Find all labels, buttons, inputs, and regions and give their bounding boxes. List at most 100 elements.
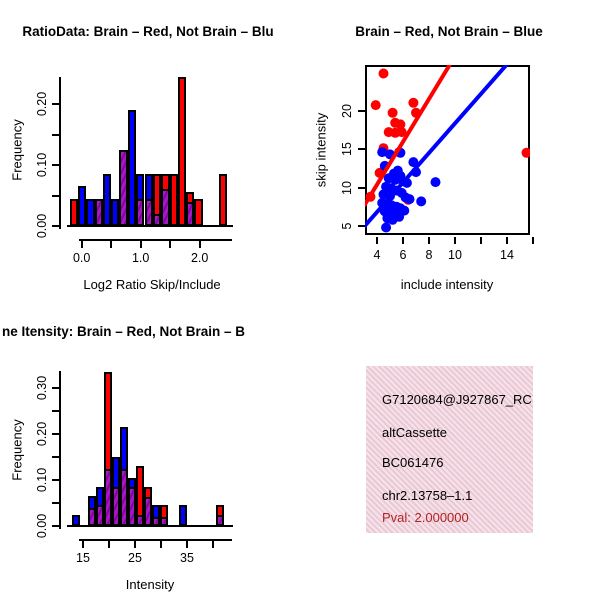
gene-intensity-hist-xlabel: Intensity bbox=[125, 577, 175, 592]
scatter-title: Brain – Red, Not Brain – Blue bbox=[355, 24, 543, 39]
log2-ratio-histogram-bar-segment bbox=[94, 198, 103, 226]
not-brain-fit-line bbox=[365, 65, 510, 229]
not-brain-blue-point bbox=[387, 214, 398, 225]
scatter-x-tick-label: 4 bbox=[373, 248, 381, 262]
log2-ratio-histogram-y-tick bbox=[52, 133, 59, 136]
gene-intensity-histogram-bar-segment bbox=[178, 505, 187, 526]
brain-red-point bbox=[395, 119, 406, 130]
not-brain-blue-point bbox=[377, 147, 388, 158]
log2-ratio-histogram-x-axis bbox=[79, 239, 232, 241]
log2-ratio-histogram-bar-segment bbox=[186, 201, 195, 226]
log2-ratio-histogram-y-tick bbox=[52, 103, 59, 105]
not-brain-blue-point bbox=[404, 194, 415, 205]
gene-intensity-histogram-bar-segment bbox=[152, 516, 161, 526]
scatter-ylabel: skip intensity bbox=[313, 112, 329, 188]
log2-ratio-histogram-bar-segment bbox=[102, 174, 112, 226]
log2-ratio-histogram-y-tick bbox=[52, 194, 59, 197]
brain-red-point bbox=[378, 68, 389, 79]
brain-fit-line bbox=[365, 65, 452, 208]
scatter-y-tick-label: 20 bbox=[340, 103, 354, 118]
log2-ratio-histogram-x-tick bbox=[80, 241, 83, 248]
scatter-x-tick bbox=[454, 237, 456, 244]
log2-ratio-histogram-y-tick-label: 0.20 bbox=[35, 91, 49, 117]
scatter-x-tick bbox=[532, 237, 534, 244]
log2-ratio-histogram-bar-segment bbox=[144, 198, 154, 226]
gene-intensity-histogram-x-tick bbox=[160, 541, 162, 548]
log2-ratio-histogram-x-tick-label: 2.0 bbox=[190, 251, 209, 265]
gene-intensity-histogram-y-tick bbox=[52, 525, 59, 527]
log2-ratio-histogram-bar-segment bbox=[161, 189, 170, 226]
gene-intensity-histogram-bar-segment bbox=[136, 514, 145, 526]
scatter-xlabel: include intensity bbox=[400, 277, 494, 292]
scatter-y-tick bbox=[358, 225, 365, 227]
not-brain-blue-point bbox=[381, 222, 392, 233]
gene-intensity-histogram-y-tick-label: 0.30 bbox=[35, 375, 49, 401]
gene-intensity-histogram-y-tick-label: 0.10 bbox=[35, 467, 49, 493]
gene-intensity-histogram-bar-segment bbox=[96, 505, 104, 526]
info-pval: Pval: 2.000000 bbox=[382, 510, 469, 525]
gene-intensity-histogram-x-axis bbox=[79, 539, 232, 541]
info-locus: chr2.13758–1.1 bbox=[382, 488, 473, 503]
gene-intensity-histogram-y-tick bbox=[52, 410, 59, 412]
info-event-type: altCassette bbox=[382, 425, 448, 440]
gene-intensity-histogram-x-tick-label: 35 bbox=[180, 551, 194, 565]
not-brain-blue-point bbox=[416, 196, 427, 207]
log2-ratio-histogram-x-tick bbox=[169, 241, 172, 248]
gene-intensity-histogram-y-tick bbox=[52, 387, 59, 389]
info-panel: G7120684@J927867_RC altCassette BC061476… bbox=[366, 366, 533, 533]
log2-ratio-histogram-bar-segment bbox=[69, 198, 79, 226]
gene-intensity-histogram-y-tick bbox=[52, 456, 59, 458]
gene-intensity-histogram-bar-segment bbox=[119, 468, 128, 526]
log2-ratio-histogram-bar-segment bbox=[177, 76, 187, 226]
gene-intensity-histogram-y-tick bbox=[52, 433, 59, 435]
scatter-y-tick bbox=[358, 186, 365, 189]
log2-ratio-histogram-x-tick bbox=[198, 241, 201, 248]
brain-red-point bbox=[370, 100, 381, 111]
gene-intensity-histogram-bar-segment bbox=[216, 514, 225, 526]
scatter-y-tick bbox=[358, 148, 365, 150]
scatter-x-tick bbox=[376, 237, 378, 244]
gene-intensity-hist-title: ne Itensity: Brain – Red, Not Brain – B bbox=[2, 324, 246, 339]
scatter-y-tick-label: 15 bbox=[340, 142, 354, 156]
log2-ratio-histogram-bar-segment bbox=[86, 198, 95, 226]
log-ratio-hist-xlabel: Log2 Ratio Skip/Include bbox=[83, 277, 221, 292]
brain-red-point bbox=[396, 127, 407, 138]
scatter-y-tick-label: 10 bbox=[340, 180, 354, 195]
not-brain-blue-point bbox=[408, 157, 419, 168]
gene-intensity-histogram-bar-segment bbox=[144, 497, 153, 526]
scatter-x-tick bbox=[506, 237, 508, 244]
gene-intensity-histogram-x-tick bbox=[134, 541, 136, 548]
scatter-x-tick-label: 10 bbox=[448, 248, 462, 262]
log2-ratio-histogram-x-tick bbox=[110, 241, 113, 248]
not-brain-blue-point bbox=[390, 174, 401, 185]
log2-ratio-histogram-bar-segment bbox=[153, 213, 162, 226]
log2-ratio-histogram-bar-segment bbox=[78, 186, 87, 226]
scatter-y-tick bbox=[358, 109, 365, 112]
gene-intensity-histogram-baseline bbox=[67, 525, 233, 527]
scatter-x-tick-label: 6 bbox=[399, 248, 407, 262]
not-brain-blue-point bbox=[430, 177, 441, 188]
scatter-x-tick-label: 14 bbox=[500, 248, 514, 262]
brain-red-point bbox=[387, 107, 398, 118]
log2-ratio-histogram-x-tick-label: 0.0 bbox=[72, 251, 91, 265]
log2-ratio-histogram-baseline bbox=[67, 225, 233, 227]
gene-intensity-histogram-x-tick-label: 15 bbox=[76, 551, 90, 565]
gene-intensity-histogram-y-tick-label: 0.20 bbox=[35, 421, 49, 447]
gene-intensity-histogram-bar-segment bbox=[72, 514, 81, 526]
log2-ratio-histogram-y-axis bbox=[59, 77, 61, 229]
scatter-x-tick-label: 8 bbox=[425, 248, 433, 262]
brain-red-point bbox=[408, 97, 419, 108]
gene-intensity-histogram-x-tick bbox=[82, 541, 84, 548]
log2-ratio-histogram-y-tick bbox=[52, 164, 59, 166]
scatter-x-tick bbox=[402, 237, 404, 244]
log2-ratio-histogram-bar-segment bbox=[135, 198, 145, 226]
gene-intensity-histogram-bar-segment bbox=[112, 486, 121, 526]
log2-ratio-histogram-x-tick-label: 1.0 bbox=[131, 251, 150, 265]
gene-intensity-histogram-y-tick bbox=[52, 502, 59, 504]
log2-ratio-histogram-bar-segment bbox=[111, 198, 120, 226]
gene-intensity-histogram-y-tick bbox=[52, 479, 59, 481]
gene-intensity-histogram-x-tick-label: 25 bbox=[128, 551, 142, 565]
gene-intensity-histogram-bar-segment bbox=[88, 507, 97, 526]
log2-ratio-histogram-bar-segment bbox=[194, 198, 203, 226]
